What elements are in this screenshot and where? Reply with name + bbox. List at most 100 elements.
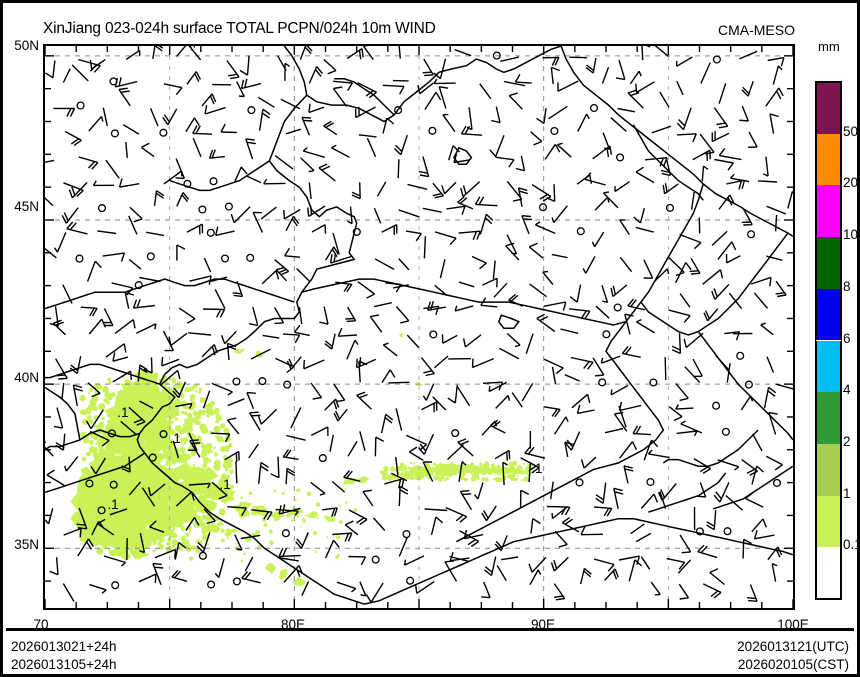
- colorbar-tick-50: 50: [843, 123, 859, 139]
- wind-barb: [430, 516, 444, 535]
- wind-barb: [604, 568, 619, 581]
- wind-barb: [619, 219, 630, 235]
- colorbar[interactable]: [815, 81, 842, 600]
- wind-calm-symbol: [220, 254, 230, 263]
- wind-barb: [359, 581, 367, 597]
- wind-barb: [382, 342, 398, 357]
- wind-calm-symbol: [224, 202, 233, 211]
- wind-barb: [543, 301, 567, 311]
- wind-barb: [62, 583, 75, 602]
- wind-barb: [112, 352, 129, 362]
- wind-barb: [388, 381, 410, 384]
- wind-barb: [675, 383, 689, 402]
- wind-barb: [676, 430, 698, 437]
- wind-barb: [697, 544, 718, 559]
- wind-barb: [62, 68, 71, 83]
- wind-barb: [560, 328, 579, 334]
- wind-barb: [215, 226, 235, 237]
- wind-barb: [248, 443, 259, 459]
- wind-barb: [765, 87, 784, 107]
- wind-calm-symbol: [318, 454, 327, 463]
- wind-barb: [346, 339, 359, 360]
- wind-barb: [635, 226, 654, 233]
- wind-barb: [114, 319, 136, 334]
- wind-barb: [226, 417, 240, 435]
- wind-barb: [128, 406, 146, 426]
- wind-barb: [787, 190, 793, 209]
- wind-calm-symbol: [109, 480, 118, 489]
- wind-barb: [112, 370, 132, 383]
- wind-barb: [594, 506, 613, 517]
- wind-barb: [78, 156, 99, 170]
- wind-barb: [676, 80, 684, 96]
- wind-barb: [278, 504, 301, 515]
- wind-barb: [548, 105, 568, 120]
- wind-barb: [769, 113, 779, 134]
- wind-barb: [571, 393, 591, 409]
- wind-barb: [582, 255, 596, 274]
- map-plot-area[interactable]: .1 .1 .1 .1 .1: [43, 44, 795, 610]
- wind-barb: [250, 348, 271, 360]
- wind-barb: [745, 492, 764, 508]
- wind-barb: [244, 556, 254, 572]
- wind-barb: [89, 59, 106, 70]
- wind-barb: [146, 231, 165, 237]
- wind-barb: [757, 180, 778, 183]
- wind-barb: [618, 555, 641, 565]
- wind-barb: [333, 408, 348, 422]
- wind-barb: [188, 482, 211, 489]
- wind-barb: [422, 58, 434, 77]
- wind-barb: [618, 401, 642, 412]
- wind-barb: [345, 306, 357, 323]
- wind-barb: [171, 569, 188, 582]
- wind-barb: [298, 307, 303, 325]
- contour-label-4: .1: [531, 461, 542, 476]
- wind-barb: [766, 255, 783, 261]
- wind-barb: [569, 56, 588, 59]
- wind-barb: [373, 302, 392, 308]
- wind-barb: [680, 420, 703, 434]
- wind-barb: [439, 259, 446, 279]
- wind-barb: [635, 532, 652, 543]
- wind-barb: [714, 158, 734, 171]
- wind-calm-symbol: [111, 581, 120, 590]
- wind-barb: [718, 147, 742, 161]
- wind-barb: [726, 363, 731, 383]
- wind-barb: [459, 530, 480, 548]
- wind-barb: [382, 117, 395, 134]
- wind-barb: [329, 434, 334, 452]
- wind-barb: [703, 308, 719, 322]
- wind-barb: [753, 292, 769, 309]
- wind-barb: [659, 91, 670, 108]
- wind-barb: [285, 128, 302, 135]
- wind-barb: [595, 482, 607, 504]
- wind-barb: [143, 357, 153, 374]
- wind-calm-symbol: [283, 380, 292, 389]
- wind-barb: [592, 357, 605, 377]
- wind-barb: [175, 402, 193, 409]
- wind-barb: [495, 395, 511, 409]
- wind-barb: [752, 433, 763, 452]
- wind-barb: [457, 196, 474, 210]
- wind-barb: [103, 555, 127, 567]
- wind-barb: [186, 71, 202, 85]
- wind-barb: [149, 108, 159, 127]
- footer-init-cst: 2026013105+24h: [11, 657, 117, 672]
- wind-barb: [500, 556, 519, 561]
- wind-barb: [137, 364, 148, 382]
- wind-barb: [613, 411, 628, 432]
- wind-barb: [640, 556, 651, 570]
- wind-barb: [473, 482, 484, 500]
- colorbar-band-6: [816, 340, 841, 393]
- wind-barb: [481, 505, 497, 522]
- wind-barb: [692, 358, 703, 378]
- colorbar-band-max: [816, 82, 841, 134]
- wind-barb: [492, 260, 496, 279]
- wind-barb: [740, 395, 754, 411]
- wind-barb: [554, 530, 568, 548]
- wind-barb: [390, 472, 408, 482]
- wind-barb: [619, 441, 638, 459]
- wind-barb: [453, 153, 470, 164]
- wind-calm-symbol: [198, 551, 207, 560]
- wind-barb: [677, 559, 692, 574]
